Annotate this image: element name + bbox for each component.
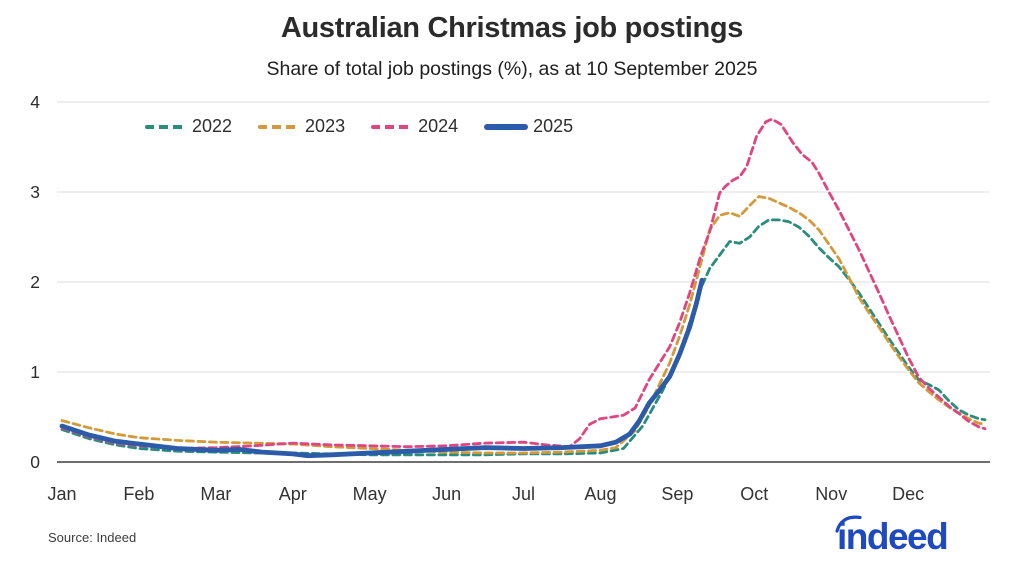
legend-label: 2025 <box>533 116 574 136</box>
x-axis-tick-label: Jun <box>432 484 461 504</box>
legend-item-2023: 2023 <box>258 116 345 137</box>
x-axis-tick-label: Dec <box>892 484 924 504</box>
series-line-2022 <box>60 218 987 457</box>
chart-legend: 2022 2023 2024 2025 <box>145 116 573 137</box>
legend-item-2025: 2025 <box>484 116 573 137</box>
source-note: Source: Indeed <box>48 530 137 545</box>
legend-label: 2022 <box>192 116 233 136</box>
legend-label: 2024 <box>418 116 459 136</box>
legend-item-2024: 2024 <box>371 116 458 137</box>
series-line-2024 <box>60 117 987 450</box>
legend-line-sample-icon <box>484 123 529 130</box>
x-axis-tick-label: Sep <box>661 484 693 504</box>
x-axis-tick-label: Jan <box>47 484 76 504</box>
legend-label: 2023 <box>305 116 346 136</box>
y-axis-tick-label: 1 <box>30 362 40 382</box>
y-axis-tick-label: 3 <box>30 182 40 202</box>
x-axis-tick-label: May <box>353 484 387 504</box>
x-axis-tick-label: Apr <box>279 484 307 504</box>
chart-subtitle: Share of total job postings (%), as at 1… <box>266 58 758 80</box>
indeed-logo: indeed <box>832 510 994 559</box>
x-axis-tick-label: Aug <box>584 484 616 504</box>
logo-swoosh-icon <box>835 515 862 533</box>
x-axis-tick-label: Mar <box>200 484 231 504</box>
y-axis-tick-label: 4 <box>30 92 40 112</box>
legend-item-2022: 2022 <box>145 116 232 137</box>
series-line-2023 <box>60 195 987 455</box>
x-axis-tick-label: Oct <box>740 484 768 504</box>
x-axis-tick-label: Nov <box>815 484 847 504</box>
legend-line-sample-icon <box>371 124 414 129</box>
x-axis-tick-label: Feb <box>123 484 154 504</box>
indeed-logo-icon: indeed <box>835 515 949 557</box>
series-line-2025 <box>59 277 705 459</box>
chart-title: Australian Christmas job postings <box>280 12 744 44</box>
legend-line-sample-icon <box>258 124 301 129</box>
logo-wordmark: indeed <box>837 516 947 554</box>
legend-line-sample-icon <box>145 124 187 129</box>
y-axis-tick-label: 2 <box>30 272 40 292</box>
y-axis-tick-label: 0 <box>30 452 40 472</box>
x-axis-tick-label: Jul <box>512 484 535 504</box>
